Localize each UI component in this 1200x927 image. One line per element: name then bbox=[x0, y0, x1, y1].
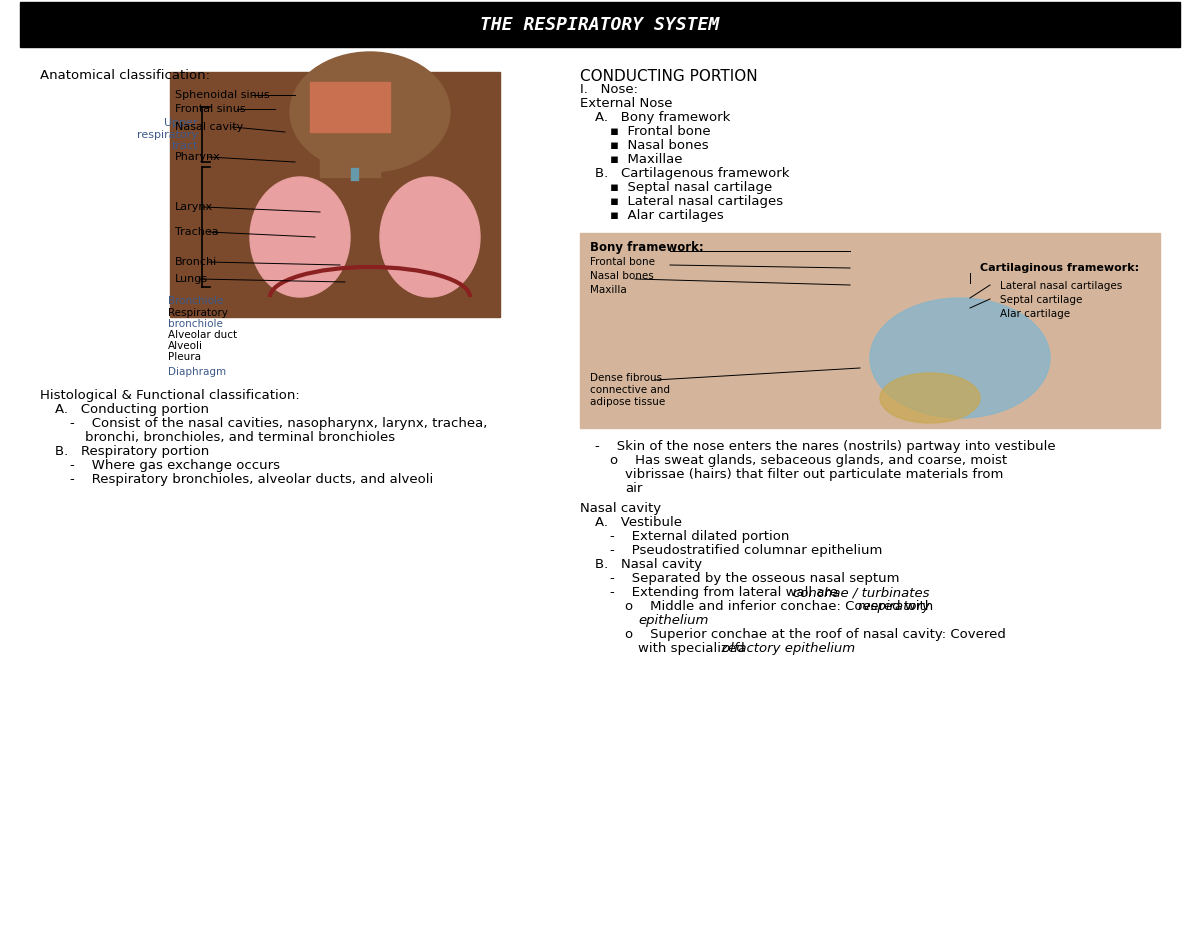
Text: Histological & Functional classification:: Histological & Functional classification… bbox=[40, 389, 300, 402]
Text: B.   Respiratory portion: B. Respiratory portion bbox=[55, 445, 209, 458]
Text: Lateral nasal cartilages: Lateral nasal cartilages bbox=[1000, 281, 1122, 291]
Text: Pharynx: Pharynx bbox=[175, 152, 221, 162]
Text: Dense fibrous: Dense fibrous bbox=[590, 373, 662, 383]
Text: bronchiole: bronchiole bbox=[168, 319, 223, 329]
Text: connective and: connective and bbox=[590, 385, 670, 395]
Text: epithelium: epithelium bbox=[638, 614, 708, 627]
Text: -    Separated by the osseous nasal septum: - Separated by the osseous nasal septum bbox=[610, 572, 900, 585]
Text: respiratory: respiratory bbox=[857, 600, 930, 613]
Text: ▪  Maxillae: ▪ Maxillae bbox=[610, 153, 683, 166]
Text: Maxilla: Maxilla bbox=[590, 285, 626, 295]
Text: adipose tissue: adipose tissue bbox=[590, 397, 665, 407]
Text: with specialized: with specialized bbox=[638, 642, 749, 655]
Text: conchae / turbinates: conchae / turbinates bbox=[793, 586, 929, 599]
Text: Bony framework:: Bony framework: bbox=[590, 241, 703, 254]
Text: Alveolar duct: Alveolar duct bbox=[168, 330, 238, 340]
Text: ▪  Nasal bones: ▪ Nasal bones bbox=[610, 139, 709, 152]
Text: Nasal cavity: Nasal cavity bbox=[580, 502, 661, 515]
Text: Cartilaginous framework:: Cartilaginous framework: bbox=[980, 263, 1139, 273]
Text: THE RESPIRATORY SYSTEM: THE RESPIRATORY SYSTEM bbox=[480, 16, 720, 33]
Text: Respiratory: Respiratory bbox=[168, 308, 228, 318]
Text: B.   Nasal cavity: B. Nasal cavity bbox=[595, 558, 702, 571]
Text: bronchi, bronchioles, and terminal bronchioles: bronchi, bronchioles, and terminal bronc… bbox=[85, 431, 395, 444]
Text: Septal cartilage: Septal cartilage bbox=[1000, 295, 1082, 305]
Text: -    Consist of the nasal cavities, nasopharynx, larynx, trachea,: - Consist of the nasal cavities, nasopha… bbox=[70, 417, 487, 430]
Text: o    Has sweat glands, sebaceous glands, and coarse, moist: o Has sweat glands, sebaceous glands, an… bbox=[610, 454, 1007, 467]
Text: ▪  Alar cartilages: ▪ Alar cartilages bbox=[610, 209, 724, 222]
Ellipse shape bbox=[290, 52, 450, 172]
Text: A.   Bony framework: A. Bony framework bbox=[595, 111, 731, 124]
Text: Nasal cavity: Nasal cavity bbox=[175, 122, 244, 132]
Text: External Nose: External Nose bbox=[580, 97, 672, 110]
Text: Upper
respiratory
tract: Upper respiratory tract bbox=[137, 118, 198, 151]
Text: Diaphragm: Diaphragm bbox=[168, 367, 226, 377]
Text: Trachea: Trachea bbox=[175, 227, 218, 237]
Ellipse shape bbox=[250, 177, 350, 297]
Text: -    Skin of the nose enters the nares (nostrils) partway into vestibule: - Skin of the nose enters the nares (nos… bbox=[595, 440, 1056, 453]
Text: Sphenoidal sinus: Sphenoidal sinus bbox=[175, 90, 270, 100]
Text: Bronchi: Bronchi bbox=[175, 257, 217, 267]
Text: olfactory epithelium: olfactory epithelium bbox=[722, 642, 856, 655]
Text: air: air bbox=[625, 482, 642, 495]
Bar bbox=[310, 82, 390, 132]
Text: I.   Nose:: I. Nose: bbox=[580, 83, 638, 96]
Text: ▪  Septal nasal cartilage: ▪ Septal nasal cartilage bbox=[610, 181, 773, 194]
Text: Pleura: Pleura bbox=[168, 352, 202, 362]
Text: Bronchiole: Bronchiole bbox=[168, 296, 223, 306]
Text: ▪  Lateral nasal cartilages: ▪ Lateral nasal cartilages bbox=[610, 195, 784, 208]
Text: Alveoli: Alveoli bbox=[168, 341, 203, 351]
Text: Lungs: Lungs bbox=[175, 274, 208, 284]
Text: A.   Vestibule: A. Vestibule bbox=[595, 516, 682, 529]
Bar bbox=[320, 127, 380, 177]
Text: -    Pseudostratified columnar epithelium: - Pseudostratified columnar epithelium bbox=[610, 544, 882, 557]
Ellipse shape bbox=[870, 298, 1050, 418]
Bar bbox=[20, 2, 1180, 47]
Text: Larynx: Larynx bbox=[175, 202, 214, 212]
Text: -    Respiratory bronchioles, alveolar ducts, and alveoli: - Respiratory bronchioles, alveolar duct… bbox=[70, 473, 433, 486]
Text: -    Where gas exchange occurs: - Where gas exchange occurs bbox=[70, 459, 280, 472]
Text: Anatomical classification:: Anatomical classification: bbox=[40, 69, 210, 82]
Text: A.   Conducting portion: A. Conducting portion bbox=[55, 403, 209, 416]
Text: Frontal sinus: Frontal sinus bbox=[175, 104, 246, 114]
Bar bbox=[580, 233, 1160, 428]
Text: vibrissae (hairs) that filter out particulate materials from: vibrissae (hairs) that filter out partic… bbox=[625, 468, 1003, 481]
Text: -    Extending from lateral wall are: - Extending from lateral wall are bbox=[610, 586, 842, 599]
Text: Alar cartilage: Alar cartilage bbox=[1000, 309, 1070, 319]
Text: o    Superior conchae at the roof of nasal cavity: Covered: o Superior conchae at the roof of nasal … bbox=[625, 628, 1006, 641]
Ellipse shape bbox=[380, 177, 480, 297]
Text: o    Middle and inferior conchae: Covered with: o Middle and inferior conchae: Covered w… bbox=[625, 600, 937, 613]
Text: B.   Cartilagenous framework: B. Cartilagenous framework bbox=[595, 167, 790, 180]
Bar bbox=[170, 72, 500, 317]
Ellipse shape bbox=[880, 373, 980, 423]
Text: -    External dilated portion: - External dilated portion bbox=[610, 530, 790, 543]
Text: Nasal bones: Nasal bones bbox=[590, 271, 654, 281]
Text: CONDUCTING PORTION: CONDUCTING PORTION bbox=[580, 69, 757, 84]
Text: ▪  Frontal bone: ▪ Frontal bone bbox=[610, 125, 710, 138]
Text: Frontal bone: Frontal bone bbox=[590, 257, 655, 267]
